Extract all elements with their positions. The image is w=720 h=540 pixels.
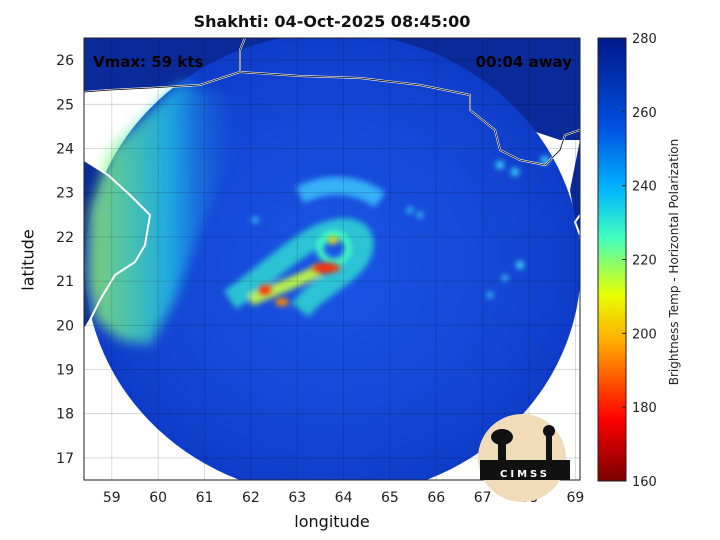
- colorbar-tick-labels: 160 180 200 220 240 260 280: [622, 32, 657, 490]
- x-tick-label: 65: [381, 490, 399, 506]
- axes-frame: [83, 37, 581, 481]
- x-tick-label: 67: [474, 490, 492, 506]
- colorbar-tick-label: 180: [632, 401, 657, 416]
- land-iran-pakistan: [84, 38, 580, 140]
- x-tick-label: 66: [427, 490, 445, 506]
- colorbar-tick-label: 160: [632, 475, 657, 490]
- vmax-label: Vmax: 59 kts: [93, 53, 203, 71]
- chart-title: Shakhti: 04-Oct-2025 08:45:00: [193, 12, 471, 31]
- y-tick-label: 22: [56, 230, 74, 246]
- colorbar-tick-label: 260: [632, 106, 657, 121]
- convective-cores: [259, 236, 340, 306]
- land-india: [570, 140, 580, 240]
- colorbar-tick-label: 200: [632, 327, 657, 342]
- x-tick-labels: 5960616263646566676869: [103, 490, 584, 506]
- x-tick-label: 59: [103, 490, 121, 506]
- x-axis-label: longitude: [294, 512, 370, 531]
- x-tick-label: 63: [288, 490, 306, 506]
- y-tick-label: 26: [56, 53, 74, 69]
- colorbar-tick-label: 280: [632, 32, 657, 47]
- x-tick-label: 64: [335, 490, 353, 506]
- rainband: [223, 176, 386, 318]
- x-tick-label: 61: [196, 490, 214, 506]
- y-tick-label: 19: [56, 363, 74, 379]
- y-tick-label: 20: [56, 318, 74, 334]
- colorbar-tick-label: 220: [632, 254, 657, 269]
- x-tick-label: 60: [149, 490, 167, 506]
- colorbar-tick-label: 240: [632, 180, 657, 195]
- colorbar: [597, 37, 627, 482]
- y-tick-labels: 17 18 19 20 21 22 23 24 25 26: [56, 53, 74, 467]
- coastlines-outline: [84, 38, 580, 166]
- y-tick-label: 25: [56, 97, 74, 113]
- logo-text: CIMSS: [500, 469, 550, 480]
- swath-west-moist: [88, 82, 240, 345]
- y-tick-label: 17: [56, 451, 74, 467]
- y-tick-label: 23: [56, 186, 74, 202]
- y-tick-label: 21: [56, 274, 74, 290]
- y-tick-label: 24: [56, 142, 74, 158]
- scattered-cells: [252, 156, 549, 298]
- x-tick-label: 62: [242, 490, 260, 506]
- x-tick-label: 69: [566, 490, 584, 506]
- time-away-label: 00:04 away: [476, 53, 573, 71]
- imagery-layer: [84, 38, 580, 480]
- cimss-logo: CIMSS: [478, 414, 570, 502]
- y-tick-label: 18: [56, 407, 74, 423]
